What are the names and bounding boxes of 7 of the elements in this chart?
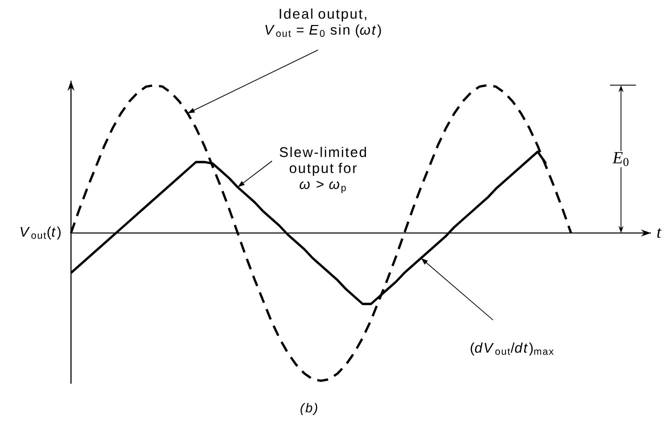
- text: (b): [300, 402, 318, 416]
- x-axis-title: t: [657, 228, 662, 238]
- annotation: Slew-limited output for ω > ω$_{p}$: [280, 146, 366, 194]
- annotation: (dV$_{out}$/dt)$_{max}$: [470, 342, 554, 356]
- y-axis-title: V$_{out}$(t): [20, 226, 61, 240]
- text: Ideal output, V$_{out}$ = E$_{0}$ sin (ωt): [265, 8, 381, 38]
- text: E$_{0}$: [612, 152, 628, 166]
